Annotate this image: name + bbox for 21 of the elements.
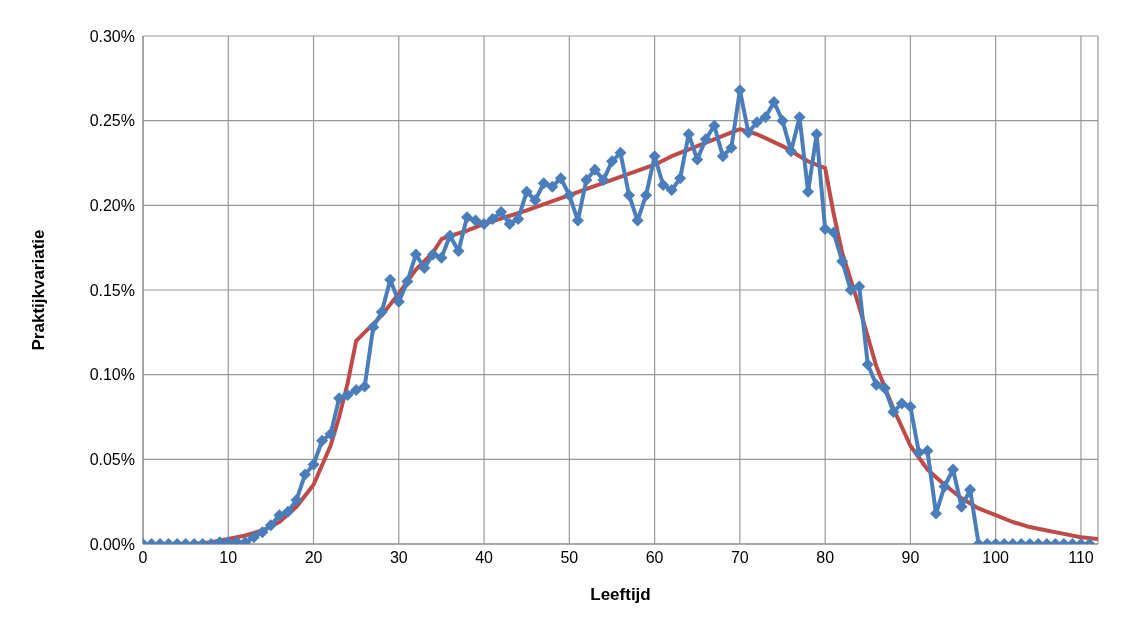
y-tick-label: 0.25% — [89, 112, 135, 130]
x-tick-label: 0 — [138, 549, 148, 567]
x-tick-label: 90 — [901, 549, 920, 567]
x-axis-title: Leeftijd — [590, 585, 651, 604]
x-tick-label: 40 — [475, 549, 494, 567]
y-tick-label: 0.20% — [89, 197, 135, 215]
y-tick-label: 0.30% — [89, 27, 135, 45]
y-tick-label: 0.15% — [89, 281, 135, 299]
x-tick-label: 70 — [730, 549, 749, 567]
x-tick-label: 50 — [560, 549, 579, 567]
y-axis-title: Praktijkvariatie — [29, 229, 49, 351]
x-tick-label: 80 — [816, 549, 835, 567]
x-tick-label: 30 — [389, 549, 408, 567]
x-tick-label: 60 — [645, 549, 664, 567]
y-tick-label: 0.10% — [89, 366, 135, 384]
x-tick-label: 20 — [304, 549, 323, 567]
y-tick-label: 0.00% — [89, 535, 135, 553]
y-tick-label: 0.05% — [89, 451, 135, 469]
x-tick-label: 10 — [219, 549, 238, 567]
x-tick-label: 100 — [982, 549, 1010, 567]
x-tick-label: 110 — [1068, 549, 1094, 567]
